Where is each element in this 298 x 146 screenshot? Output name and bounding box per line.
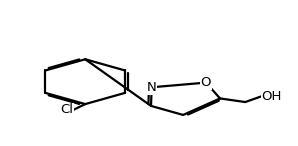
- Text: O: O: [201, 76, 211, 89]
- Text: N: N: [147, 81, 156, 94]
- Text: Cl: Cl: [60, 103, 73, 116]
- Text: OH: OH: [262, 90, 282, 103]
